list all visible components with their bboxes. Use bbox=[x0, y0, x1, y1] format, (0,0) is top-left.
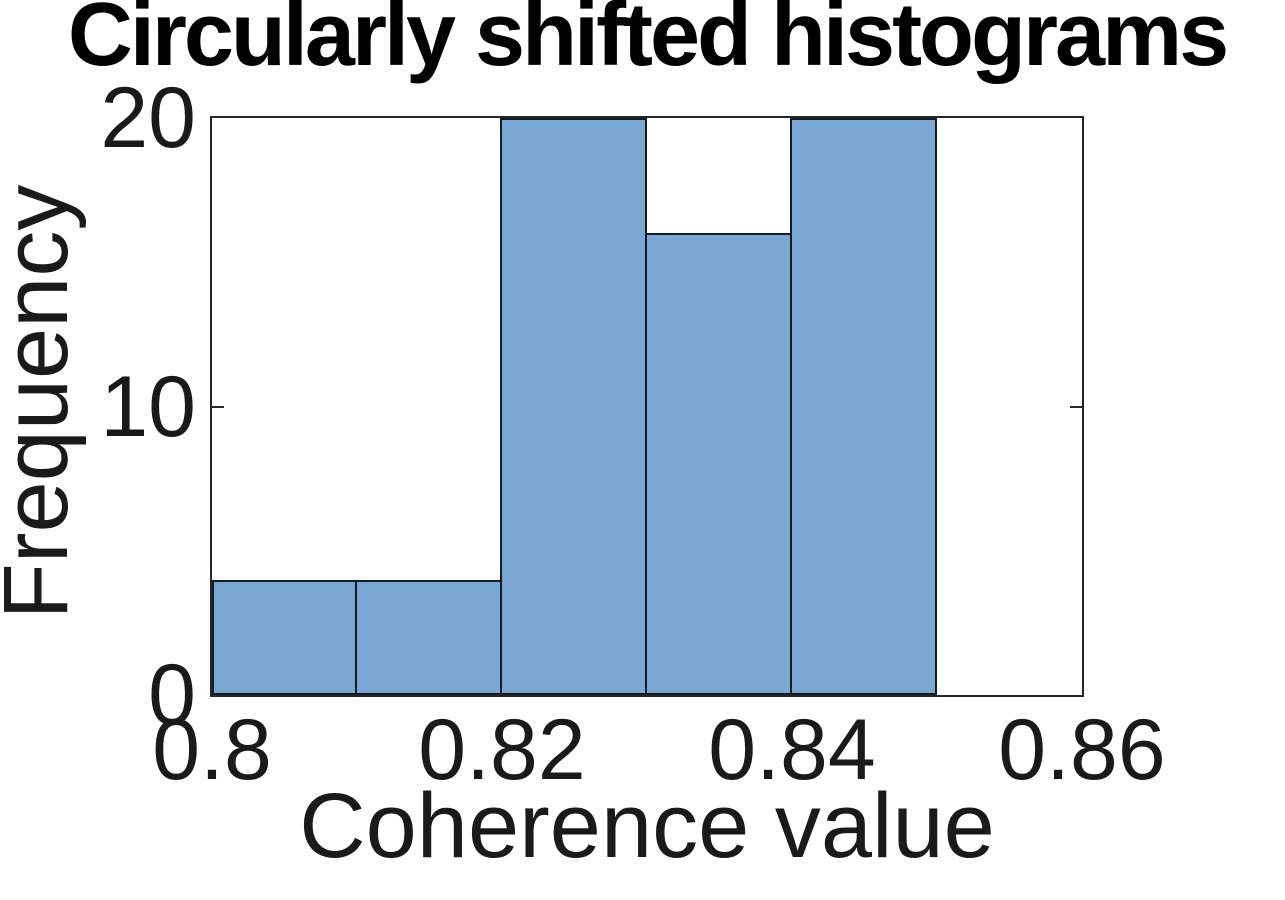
x-tick-label: 0.86 bbox=[998, 702, 1166, 798]
y-tick-label: 20 bbox=[100, 70, 196, 166]
chart-title: Circularly shifted histograms bbox=[67, 0, 1229, 85]
x-tick-label: 0.84 bbox=[708, 702, 876, 798]
histogram-bar bbox=[500, 118, 647, 695]
histogram-bar bbox=[645, 233, 792, 695]
y-tick-label: 10 bbox=[100, 358, 196, 455]
y-tick-mark bbox=[1070, 406, 1082, 408]
y-tick-mark bbox=[212, 406, 224, 408]
y-tick-label: 0 bbox=[148, 647, 196, 743]
histogram-bar bbox=[355, 580, 502, 695]
x-tick-label: 0.8 bbox=[152, 702, 272, 798]
plot-area bbox=[210, 116, 1084, 697]
x-axis-label: Coherence value bbox=[299, 775, 995, 877]
histogram-bar bbox=[212, 580, 357, 695]
histogram-bar bbox=[790, 118, 937, 695]
x-tick-label: 0.82 bbox=[418, 702, 586, 798]
